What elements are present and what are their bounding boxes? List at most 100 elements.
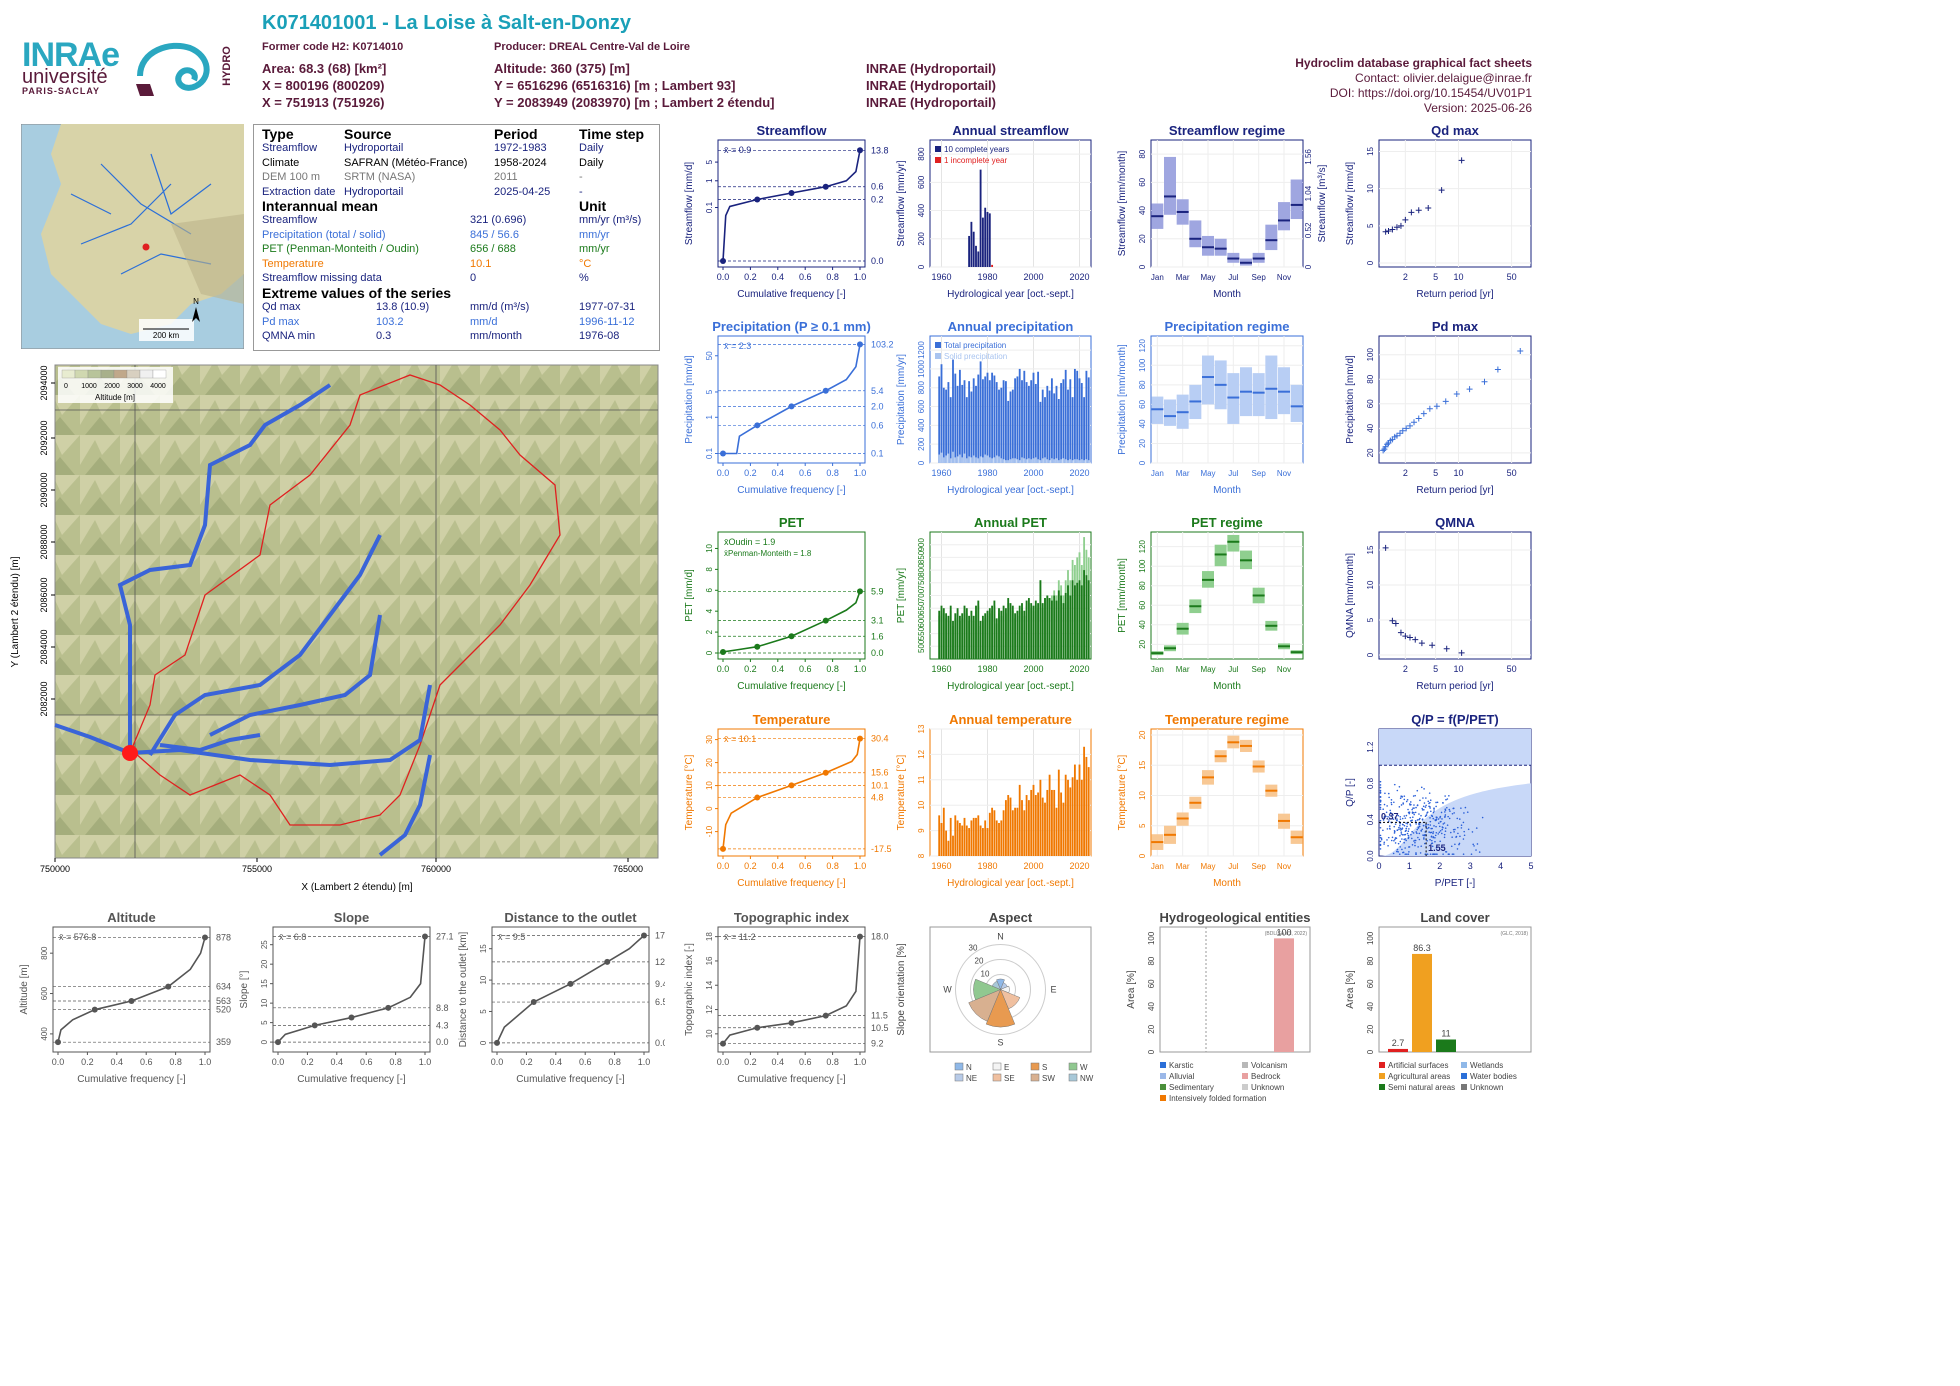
scatter-point	[1451, 836, 1453, 838]
x-tick-label: 0.2	[744, 861, 757, 871]
info-period: 1958-2024	[494, 156, 547, 169]
bar	[1055, 807, 1058, 856]
basin-ytick-label: 2084000	[39, 629, 49, 664]
bar	[1069, 379, 1072, 463]
scatter-point	[1387, 792, 1390, 795]
legend-label: SW	[1042, 1074, 1055, 1083]
legend-swatch	[126, 369, 141, 379]
x-tick-label: 4	[1498, 861, 1503, 871]
x-tick-label: 3	[1468, 861, 1473, 871]
scatter-point	[1397, 814, 1400, 817]
scatter-point	[1396, 829, 1399, 831]
bar-solid	[1064, 459, 1067, 463]
y-tick-label: 400	[40, 1027, 49, 1041]
direction-label: S	[997, 1038, 1003, 1048]
bar	[1071, 777, 1074, 856]
y-tick-label: 0	[1138, 853, 1147, 858]
contact[interactable]: Contact: olivier.delaigue@inrae.fr	[1355, 71, 1532, 85]
bar	[988, 213, 991, 267]
bar	[1009, 797, 1012, 856]
y-tick-label: 60	[1138, 600, 1147, 609]
x-tick-label: 0.2	[301, 1057, 314, 1067]
scatter-point	[1399, 834, 1401, 837]
box	[1202, 355, 1214, 405]
y-tick-label: 800	[917, 563, 926, 577]
bar	[1053, 789, 1056, 856]
scatter-point	[1394, 816, 1397, 819]
legend-label: Unknown	[1251, 1083, 1284, 1092]
doi[interactable]: DOI: https://doi.org/10.15454/UV01P1	[1329, 86, 1532, 100]
data-point	[1412, 636, 1419, 643]
x-axis-label: Cumulative frequency [-]	[737, 878, 846, 889]
y-tick-label: 0.1	[705, 201, 714, 213]
y-tick-label: 13	[917, 724, 926, 733]
bar-value-label: 2.7	[1392, 1038, 1405, 1048]
x-tick-label: 1960	[931, 861, 951, 871]
scatter-point	[1476, 843, 1479, 845]
legend-label: Semi natural areas	[1388, 1083, 1455, 1092]
right-value-label: 520	[216, 1005, 231, 1015]
bar-solid	[1078, 460, 1081, 463]
data-point	[1382, 544, 1389, 551]
quantile-point	[202, 934, 208, 941]
y-tick-label: 0	[705, 806, 714, 811]
scatter-point	[1449, 810, 1451, 812]
scatter-point	[1406, 825, 1408, 828]
scatter-point	[1458, 818, 1461, 820]
scatter-point	[1458, 842, 1461, 845]
scatter-point	[1446, 798, 1449, 800]
scatter-point	[1417, 827, 1420, 829]
scatter-point	[1435, 831, 1438, 834]
quantile-point	[720, 450, 726, 457]
bar	[1044, 598, 1046, 659]
scatter-point	[1426, 839, 1428, 842]
data-point	[1418, 640, 1425, 647]
bar	[1071, 580, 1074, 659]
right-value-label: 0.2	[871, 194, 884, 204]
quantile-point	[822, 183, 829, 190]
mean-unit: mm/yr (m³/s)	[579, 214, 642, 226]
bar	[995, 618, 998, 659]
bar	[1000, 820, 1003, 856]
scatter-point	[1429, 799, 1432, 802]
bar	[995, 382, 998, 463]
bar-solid	[1046, 459, 1049, 463]
data-point	[1384, 441, 1391, 448]
bar	[1039, 580, 1042, 659]
scatter-point	[1456, 817, 1459, 820]
legend-label: Water bodies	[1470, 1072, 1517, 1081]
box	[1227, 534, 1240, 552]
scatter-point	[1388, 814, 1391, 817]
scatter-point	[1379, 834, 1382, 837]
scatter-point	[1448, 808, 1451, 811]
scatter-point	[1429, 807, 1431, 809]
x-tick-label: 2000	[1023, 861, 1043, 871]
bar	[1032, 372, 1035, 463]
x-axis-label: Cumulative frequency [-]	[737, 681, 846, 692]
bar	[1067, 389, 1069, 463]
scatter-point	[1405, 800, 1408, 803]
quantile-point	[754, 794, 761, 801]
scatter-point	[1423, 838, 1425, 840]
x-tick-label: 1960	[931, 664, 951, 674]
scatter-point	[1414, 794, 1416, 797]
scatter-point	[1419, 799, 1421, 802]
bar-solid	[947, 453, 950, 463]
scatter-point	[1442, 802, 1444, 804]
legend-label: Artificial surfaces	[1388, 1061, 1448, 1070]
legend-swatch	[1461, 1062, 1467, 1068]
scatter-point	[1413, 804, 1415, 806]
bar	[1048, 390, 1051, 463]
source-label: (GLC, 2018)	[1500, 931, 1528, 937]
y-tick-label: 600	[917, 614, 926, 628]
x-tick-label: May	[1200, 862, 1215, 871]
bar	[945, 389, 948, 463]
bar-solid	[1076, 459, 1079, 463]
scatter-point	[1414, 839, 1417, 842]
mean-name: PET (Penman-Monteith / Oudin)	[262, 243, 419, 255]
basin-ytick-label: 2090000	[39, 472, 49, 507]
x-axis-label: P/PET [-]	[1435, 878, 1476, 889]
mean-unit: %	[579, 272, 589, 284]
mean-label: x̄ = 2.3	[724, 341, 751, 351]
annotation: 0.37	[1381, 811, 1399, 821]
